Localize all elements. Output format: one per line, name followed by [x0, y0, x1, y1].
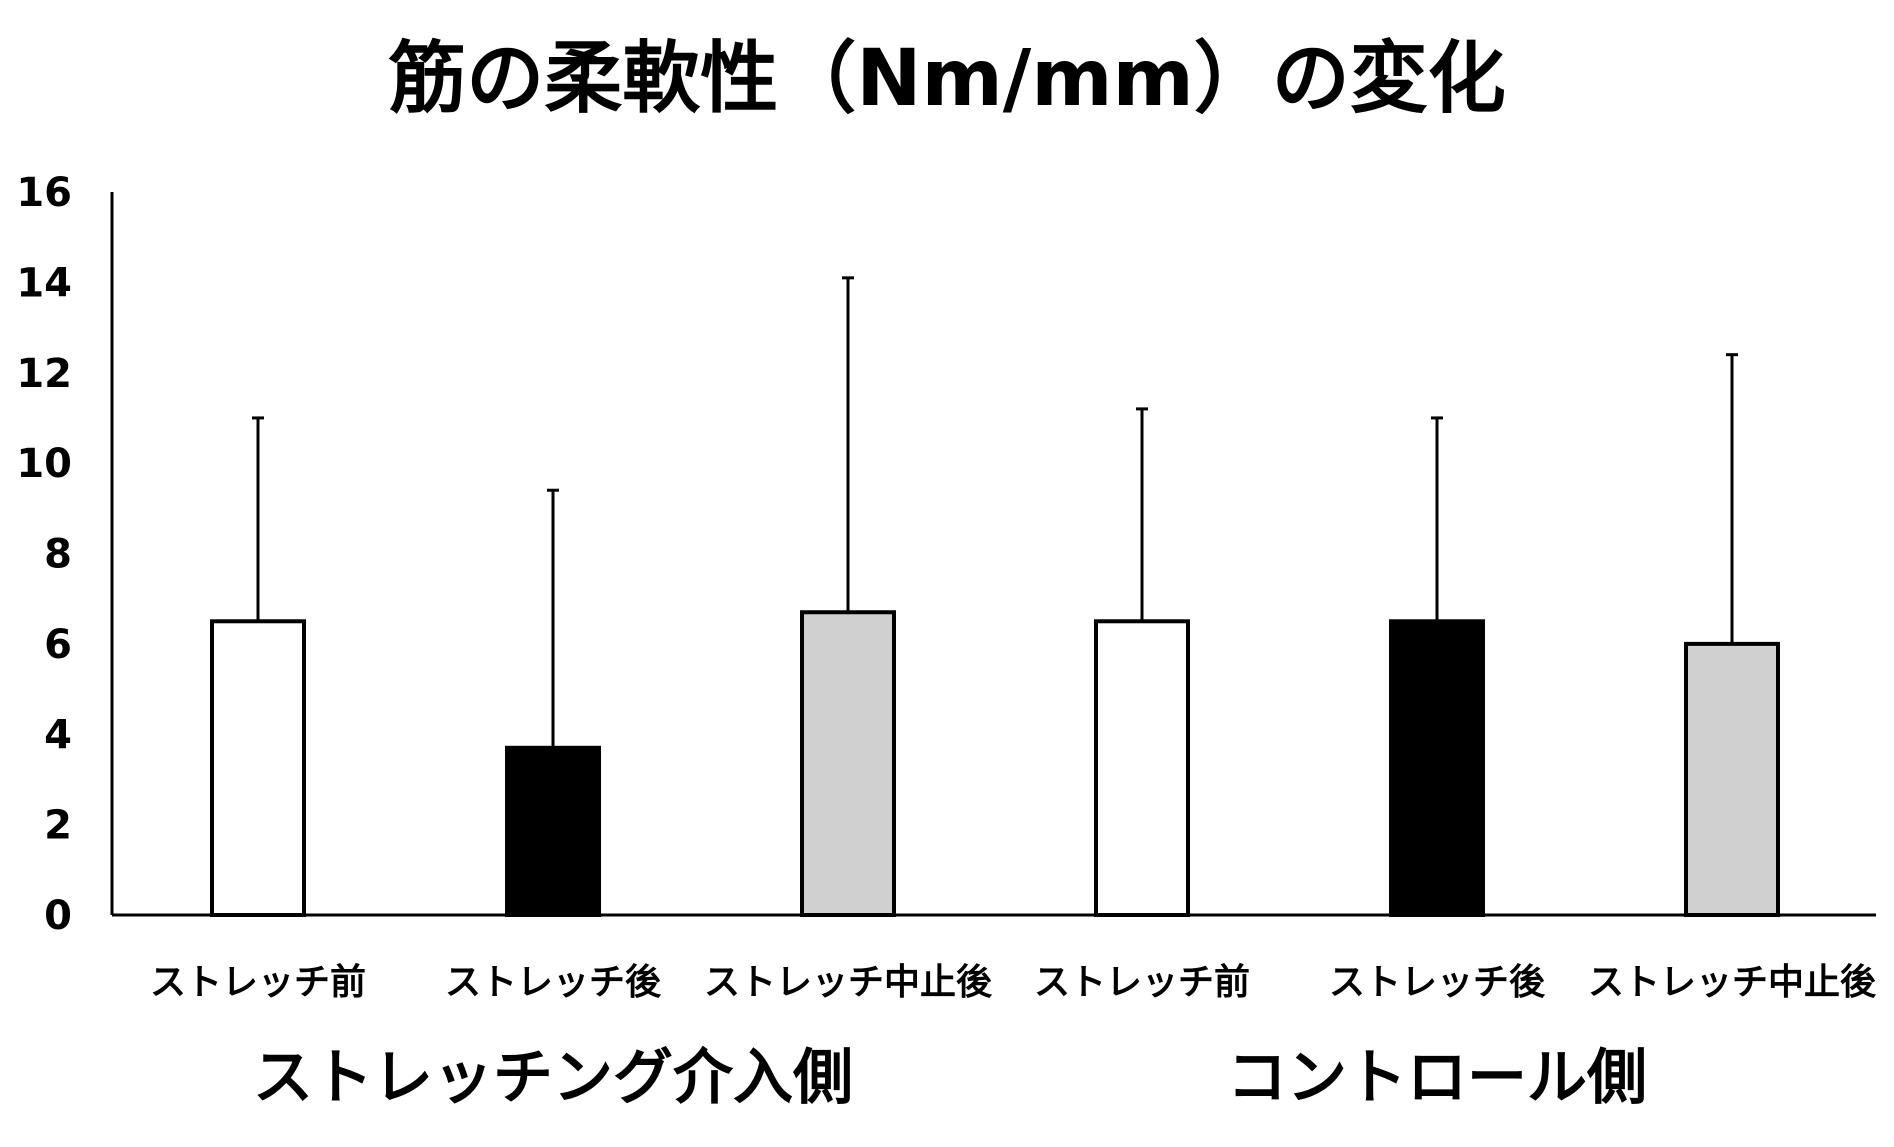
group-label: コントロール側 — [1227, 1043, 1647, 1113]
bar — [1684, 641, 1780, 917]
y-tick-label: 0 — [44, 893, 72, 939]
y-tick-label: 8 — [44, 532, 72, 578]
group-label: ストレッチング介入側 — [253, 1043, 853, 1113]
y-tick-label: 12 — [16, 351, 72, 397]
bar — [210, 619, 306, 917]
y-tick-label: 16 — [16, 170, 72, 216]
category-label: ストレッチ中止後 — [704, 962, 993, 1003]
bar — [1389, 619, 1485, 917]
bar — [505, 745, 601, 918]
group-labels: ストレッチング介入側 コントロール側 — [253, 1043, 1647, 1113]
y-tick-label: 10 — [16, 441, 72, 487]
category-label: ストレッチ後 — [445, 962, 662, 1003]
chart-title: 筋の柔軟性（Nm/mm）の変化 — [388, 34, 1506, 124]
y-tick-label: 6 — [44, 622, 72, 668]
y-tick-labels: 0 2 4 6 8 10 12 14 16 — [16, 170, 72, 939]
category-label: ストレッチ前 — [1034, 962, 1250, 1003]
error-bars — [252, 276, 1738, 748]
y-tick-label: 2 — [44, 803, 72, 849]
bar — [1094, 619, 1190, 917]
category-label: ストレッチ後 — [1329, 962, 1546, 1003]
bars — [210, 610, 1780, 918]
bar — [800, 610, 896, 918]
y-tick-label: 4 — [44, 712, 72, 758]
y-tick-label: 14 — [16, 260, 72, 306]
category-labels: ストレッチ前 ストレッチ後 ストレッチ中止後 ストレッチ前 ストレッチ後 ストレッチ中止後 — [150, 962, 1877, 1003]
category-label: ストレッチ中止後 — [1588, 962, 1877, 1003]
category-label: ストレッチ前 — [150, 962, 366, 1003]
